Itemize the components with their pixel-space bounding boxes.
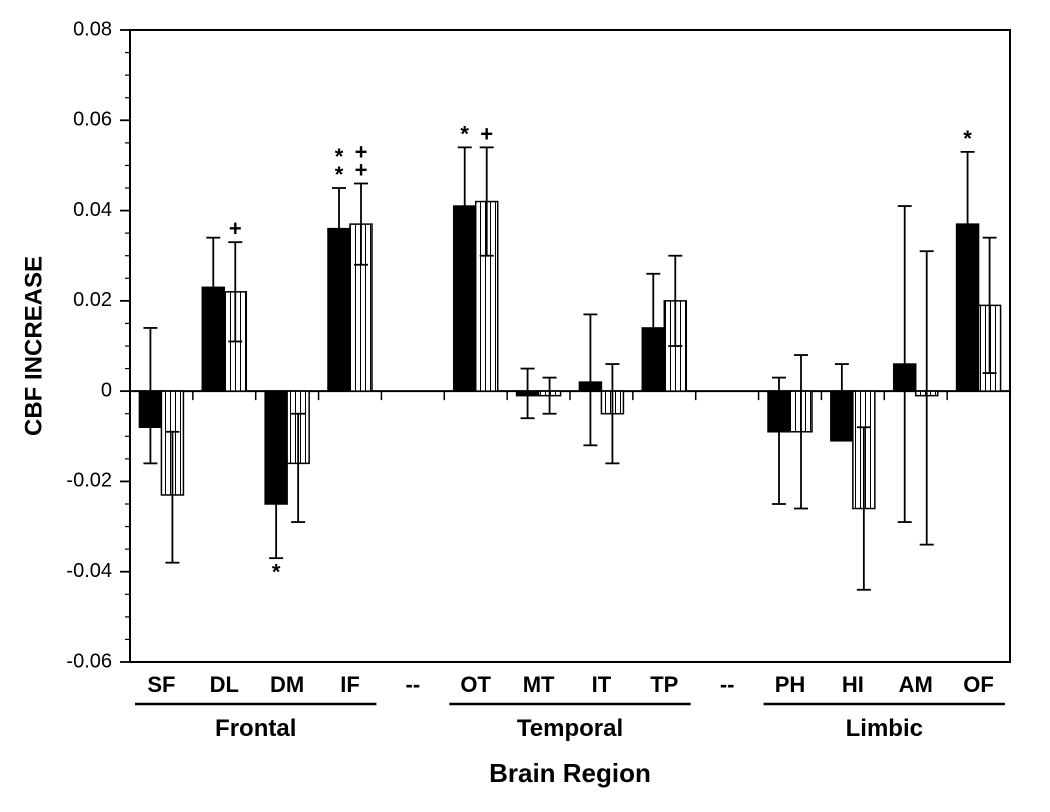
y-tick-label: 0.02 (73, 289, 112, 311)
plot-frame (130, 30, 1010, 662)
y-axis-label: CBF INCREASE (20, 256, 47, 436)
y-tick-label: -0.04 (66, 560, 112, 582)
significance-marker: * (460, 121, 469, 146)
bar (265, 391, 287, 504)
category-separator: -- (720, 672, 735, 697)
category-label: DL (210, 672, 239, 697)
y-tick-label: 0.08 (73, 18, 112, 40)
category-label: OF (963, 672, 994, 697)
category-label: AM (899, 672, 933, 697)
category-label: PH (775, 672, 806, 697)
x-axis-label: Brain Region (489, 758, 651, 788)
category-label: TP (650, 672, 678, 697)
category-label: DM (270, 672, 304, 697)
category-label: MT (523, 672, 555, 697)
significance-marker: + (229, 216, 242, 241)
significance-marker: * (272, 560, 281, 585)
y-tick-label: -0.02 (66, 470, 112, 492)
category-label: OT (460, 672, 491, 697)
group-label: Temporal (517, 715, 623, 742)
significance-marker: + (480, 121, 493, 146)
category-label: IF (340, 672, 360, 697)
category-label: IT (592, 672, 612, 697)
significance-marker: * (335, 144, 344, 169)
group-label: Limbic (846, 715, 923, 742)
y-tick-label: 0.06 (73, 109, 112, 131)
cbf-increase-chart: -0.06 -0.04 -0.02 0 0.02 0.04 0.06 0.08 CBF INCR… (0, 0, 1050, 812)
category-label: SF (147, 672, 175, 697)
category-label: HI (842, 672, 864, 697)
group-label: Frontal (215, 715, 296, 742)
y-tick-label: 0 (101, 379, 112, 401)
y-tick-label: -0.06 (66, 650, 112, 672)
category-separator: -- (406, 672, 421, 697)
significance-marker: + (355, 139, 368, 164)
significance-marker: * (963, 126, 972, 151)
y-tick-label: 0.04 (73, 199, 112, 221)
